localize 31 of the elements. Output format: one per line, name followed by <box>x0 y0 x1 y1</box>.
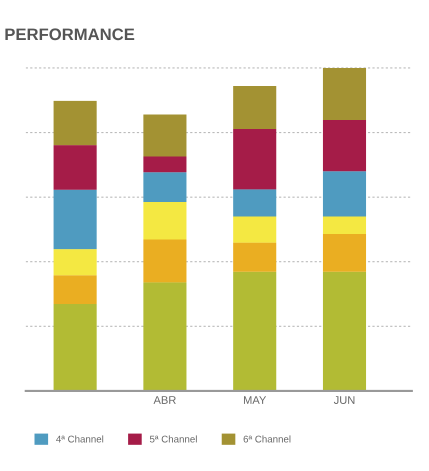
bar <box>143 202 186 240</box>
bar <box>322 171 366 217</box>
bar <box>233 189 276 217</box>
bar <box>233 272 276 391</box>
bar <box>143 282 186 391</box>
bar <box>322 272 366 391</box>
bar <box>54 304 97 391</box>
bar <box>233 129 276 190</box>
legend-label: 4ª Channel <box>56 435 104 443</box>
bar <box>54 145 97 190</box>
bar <box>322 234 366 272</box>
bar <box>322 216 366 234</box>
bar <box>322 120 366 172</box>
bar <box>233 216 276 243</box>
bar <box>143 172 186 202</box>
bar <box>143 114 186 156</box>
bar <box>143 156 186 172</box>
bar <box>143 239 186 282</box>
bar <box>54 190 97 250</box>
legend-label: 6ª Channel <box>244 435 290 443</box>
bar <box>54 275 97 304</box>
x-tick-label: JUN <box>334 396 354 404</box>
x-tick-label: ABR <box>154 396 176 404</box>
bar <box>322 68 366 120</box>
x-tick-label: MAY <box>244 396 266 404</box>
bar <box>233 86 276 129</box>
chart-title: PERFORMANCE <box>5 28 134 40</box>
bar <box>54 249 97 276</box>
legend-label: 5ª Channel <box>150 435 197 443</box>
bar <box>54 100 97 146</box>
bar <box>233 242 276 272</box>
